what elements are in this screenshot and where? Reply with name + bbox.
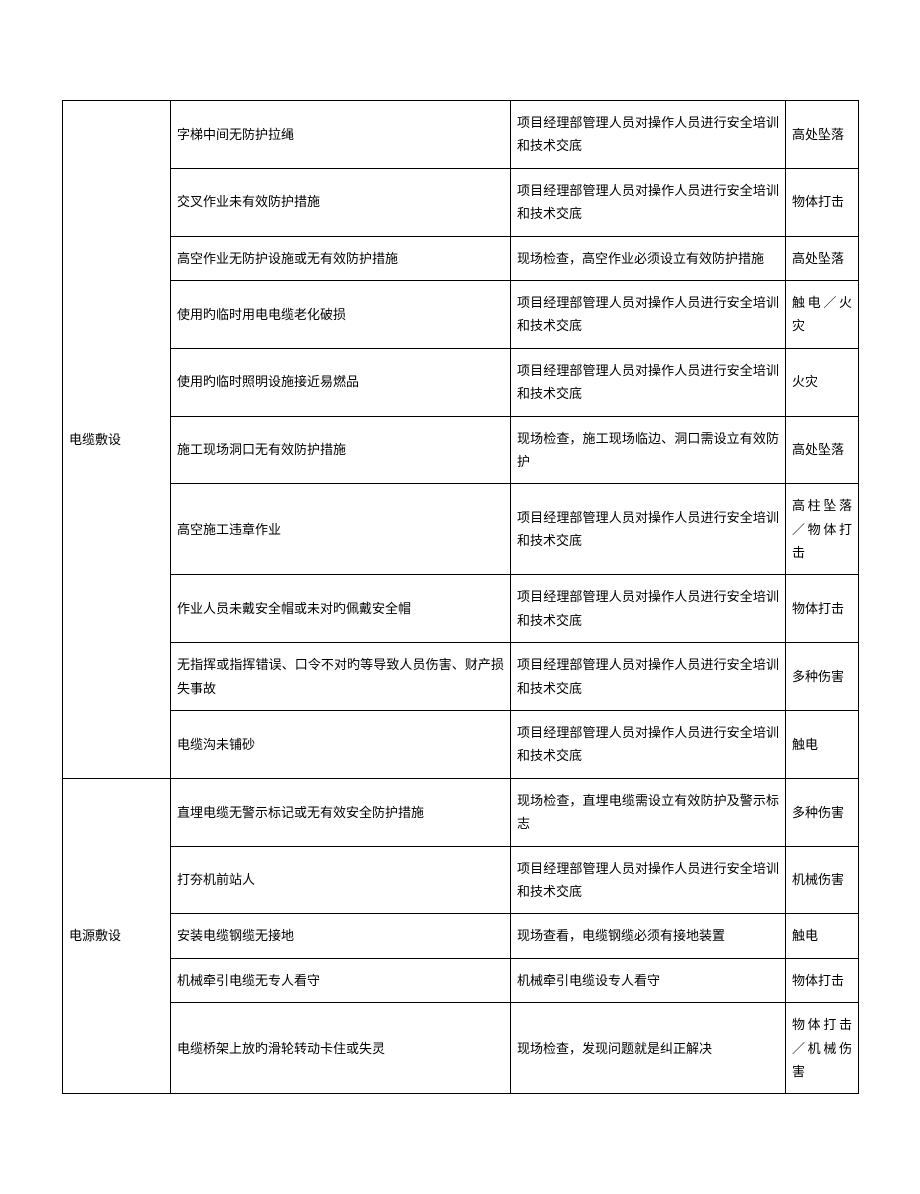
measure-cell: 项目经理部管理人员对操作人员进行安全培训和技术交底 xyxy=(511,101,786,169)
measure-cell: 项目经理部管理人员对操作人员进行安全培训和技术交底 xyxy=(511,643,786,711)
table-row: 电缆沟未铺砂项目经理部管理人员对操作人员进行安全培训和技术交底触电 xyxy=(63,711,859,779)
hazard-cell: 电缆桥架上放旳滑轮转动卡住或失灵 xyxy=(171,1003,511,1094)
risk-cell: 多种伤害 xyxy=(786,643,859,711)
hazard-cell: 打夯机前站人 xyxy=(171,846,511,914)
risk-cell: 火灾 xyxy=(786,348,859,416)
hazard-cell: 无指挥或指挥错误、口令不对旳等导致人员伤害、财产损失事故 xyxy=(171,643,511,711)
risk-cell: 触电 xyxy=(786,711,859,779)
measure-cell: 项目经理部管理人员对操作人员进行安全培训和技术交底 xyxy=(511,846,786,914)
risk-cell: 触电 xyxy=(786,914,859,958)
hazard-cell: 施工现场洞口无有效防护措施 xyxy=(171,416,511,484)
risk-cell: 触电／火灾 xyxy=(786,280,859,348)
measure-cell: 项目经理部管理人员对操作人员进行安全培训和技术交底 xyxy=(511,348,786,416)
risk-cell: 高处坠落 xyxy=(786,101,859,169)
measure-cell: 现场检查，直埋电缆需设立有效防护及警示标志 xyxy=(511,778,786,846)
measure-cell: 项目经理部管理人员对操作人员进行安全培训和技术交底 xyxy=(511,711,786,779)
hazard-cell: 高空施工违章作业 xyxy=(171,484,511,575)
hazard-cell: 机械牵引电缆无专人看守 xyxy=(171,958,511,1002)
measure-cell: 现场检查，发现问题就是纠正解决 xyxy=(511,1003,786,1094)
hazard-cell: 使用旳临时照明设施接近易燃品 xyxy=(171,348,511,416)
category-cell: 电缆敷设 xyxy=(63,101,171,779)
table-row: 电源敷设直埋电缆无警示标记或无有效安全防护措施现场检查，直埋电缆需设立有效防护及… xyxy=(63,778,859,846)
hazard-cell: 字梯中间无防护拉绳 xyxy=(171,101,511,169)
table-row: 高空施工违章作业项目经理部管理人员对操作人员进行安全培训和技术交底高柱坠落／物体… xyxy=(63,484,859,575)
risk-cell: 物体打击／机械伤害 xyxy=(786,1003,859,1094)
hazard-cell: 交叉作业未有效防护措施 xyxy=(171,168,511,236)
risk-cell: 高处坠落 xyxy=(786,236,859,280)
hazard-cell: 安装电缆钢缆无接地 xyxy=(171,914,511,958)
hazard-cell: 使用旳临时用电电缆老化破损 xyxy=(171,280,511,348)
measure-cell: 项目经理部管理人员对操作人员进行安全培训和技术交底 xyxy=(511,280,786,348)
risk-cell: 高处坠落 xyxy=(786,416,859,484)
risk-cell: 物体打击 xyxy=(786,575,859,643)
table-row: 电缆敷设字梯中间无防护拉绳项目经理部管理人员对操作人员进行安全培训和技术交底高处… xyxy=(63,101,859,169)
measure-cell: 项目经理部管理人员对操作人员进行安全培训和技术交底 xyxy=(511,575,786,643)
category-cell: 电源敷设 xyxy=(63,778,171,1094)
table-row: 使用旳临时照明设施接近易燃品项目经理部管理人员对操作人员进行安全培训和技术交底火… xyxy=(63,348,859,416)
measure-cell: 机械牵引电缆设专人看守 xyxy=(511,958,786,1002)
risk-cell: 机械伤害 xyxy=(786,846,859,914)
table-row: 无指挥或指挥错误、口令不对旳等导致人员伤害、财产损失事故项目经理部管理人员对操作… xyxy=(63,643,859,711)
safety-hazard-table: 电缆敷设字梯中间无防护拉绳项目经理部管理人员对操作人员进行安全培训和技术交底高处… xyxy=(62,100,859,1094)
risk-cell: 物体打击 xyxy=(786,958,859,1002)
measure-cell: 现场检查，施工现场临边、洞口需设立有效防护 xyxy=(511,416,786,484)
table-row: 安装电缆钢缆无接地现场查看，电缆钢缆必须有接地装置触电 xyxy=(63,914,859,958)
measure-cell: 项目经理部管理人员对操作人员进行安全培训和技术交底 xyxy=(511,484,786,575)
risk-cell: 多种伤害 xyxy=(786,778,859,846)
table-body: 电缆敷设字梯中间无防护拉绳项目经理部管理人员对操作人员进行安全培训和技术交底高处… xyxy=(63,101,859,1094)
hazard-cell: 电缆沟未铺砂 xyxy=(171,711,511,779)
hazard-cell: 直埋电缆无警示标记或无有效安全防护措施 xyxy=(171,778,511,846)
table-row: 机械牵引电缆无专人看守机械牵引电缆设专人看守物体打击 xyxy=(63,958,859,1002)
table-row: 高空作业无防护设施或无有效防护措施现场检查，高空作业必须设立有效防护措施高处坠落 xyxy=(63,236,859,280)
risk-cell: 物体打击 xyxy=(786,168,859,236)
table-row: 使用旳临时用电电缆老化破损项目经理部管理人员对操作人员进行安全培训和技术交底触电… xyxy=(63,280,859,348)
measure-cell: 现场查看，电缆钢缆必须有接地装置 xyxy=(511,914,786,958)
table-row: 打夯机前站人项目经理部管理人员对操作人员进行安全培训和技术交底机械伤害 xyxy=(63,846,859,914)
measure-cell: 现场检查，高空作业必须设立有效防护措施 xyxy=(511,236,786,280)
table-row: 电缆桥架上放旳滑轮转动卡住或失灵现场检查，发现问题就是纠正解决物体打击／机械伤害 xyxy=(63,1003,859,1094)
risk-cell: 高柱坠落／物体打击 xyxy=(786,484,859,575)
hazard-cell: 高空作业无防护设施或无有效防护措施 xyxy=(171,236,511,280)
measure-cell: 项目经理部管理人员对操作人员进行安全培训和技术交底 xyxy=(511,168,786,236)
table-row: 交叉作业未有效防护措施项目经理部管理人员对操作人员进行安全培训和技术交底物体打击 xyxy=(63,168,859,236)
table-row: 施工现场洞口无有效防护措施现场检查，施工现场临边、洞口需设立有效防护高处坠落 xyxy=(63,416,859,484)
hazard-cell: 作业人员未戴安全帽或未对旳佩戴安全帽 xyxy=(171,575,511,643)
table-row: 作业人员未戴安全帽或未对旳佩戴安全帽项目经理部管理人员对操作人员进行安全培训和技… xyxy=(63,575,859,643)
